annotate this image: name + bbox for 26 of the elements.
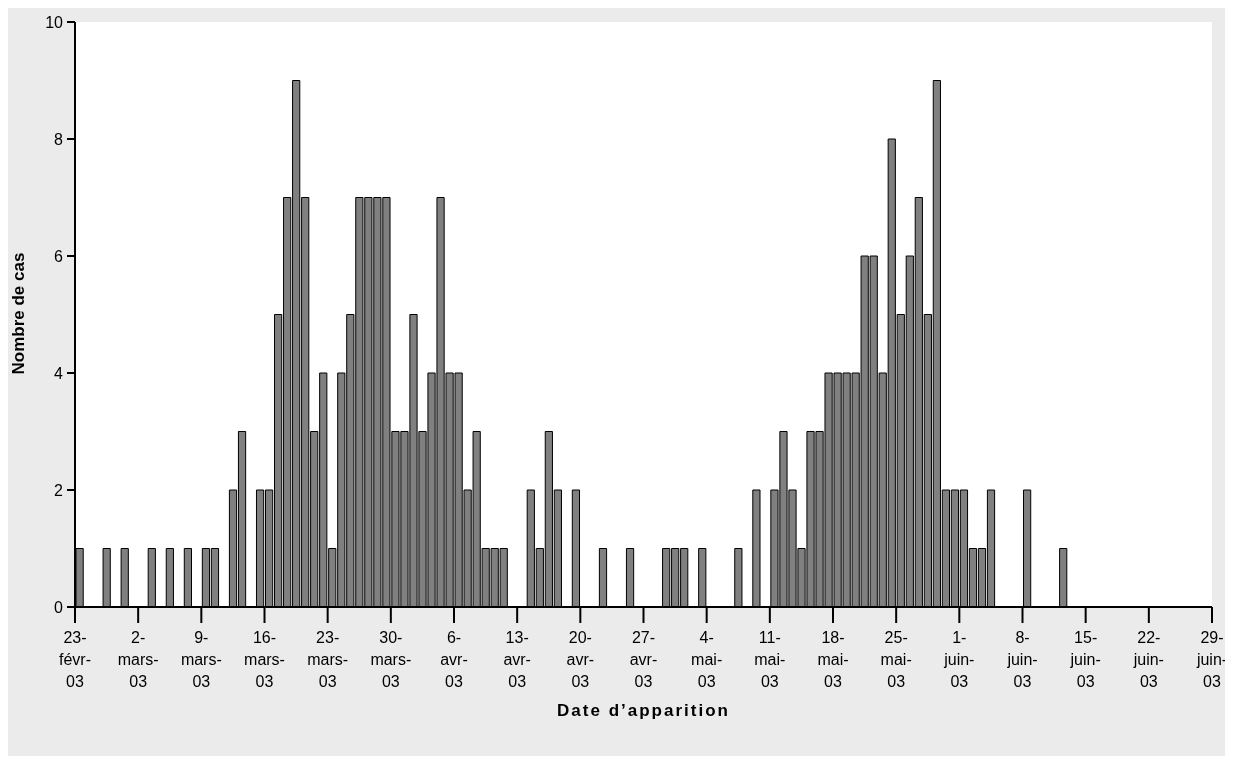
x-tick-label: 15-juin-03 bbox=[1069, 629, 1101, 690]
x-tick-label: 1-juin-03 bbox=[943, 629, 975, 690]
y-tick-label: 0 bbox=[54, 599, 64, 616]
x-tick-label: 23-mars-03 bbox=[307, 629, 349, 690]
x-axis-title: Date d’apparition bbox=[557, 701, 730, 720]
x-tick-label: 2-mars-03 bbox=[117, 629, 159, 690]
y-axis-title: Nombre de cas bbox=[9, 252, 29, 375]
x-tick-label: 6-avr-03 bbox=[440, 629, 468, 690]
y-tick-label: 6 bbox=[54, 248, 64, 265]
x-tick-label: 16-mars-03 bbox=[244, 629, 285, 690]
x-tick-label: 23-févr-03 bbox=[59, 629, 91, 690]
x-tick-label: 4-mai-03 bbox=[691, 629, 723, 690]
x-tick-label: 9-mars-03 bbox=[180, 629, 222, 690]
y-tick-label: 10 bbox=[45, 14, 64, 31]
x-tick-label: 13-avr-03 bbox=[503, 629, 531, 690]
x-tick-label: 20-avr-03 bbox=[566, 629, 595, 690]
x-tick-label: 25-mai-03 bbox=[880, 629, 912, 690]
y-tick-label: 8 bbox=[54, 131, 64, 148]
y-tick-label: 4 bbox=[54, 365, 64, 382]
y-tick-label: 2 bbox=[54, 482, 64, 499]
x-tick-label: 22-juin-03 bbox=[1132, 629, 1164, 690]
x-tick-label: 11-mai-03 bbox=[754, 629, 786, 690]
x-tick-label: 27-avr-03 bbox=[629, 629, 658, 690]
x-tick-label: 30-mars-03 bbox=[370, 629, 412, 690]
x-tick-label: 8-juin-03 bbox=[1006, 629, 1038, 690]
x-tick-label: 18-mai-03 bbox=[817, 629, 849, 690]
